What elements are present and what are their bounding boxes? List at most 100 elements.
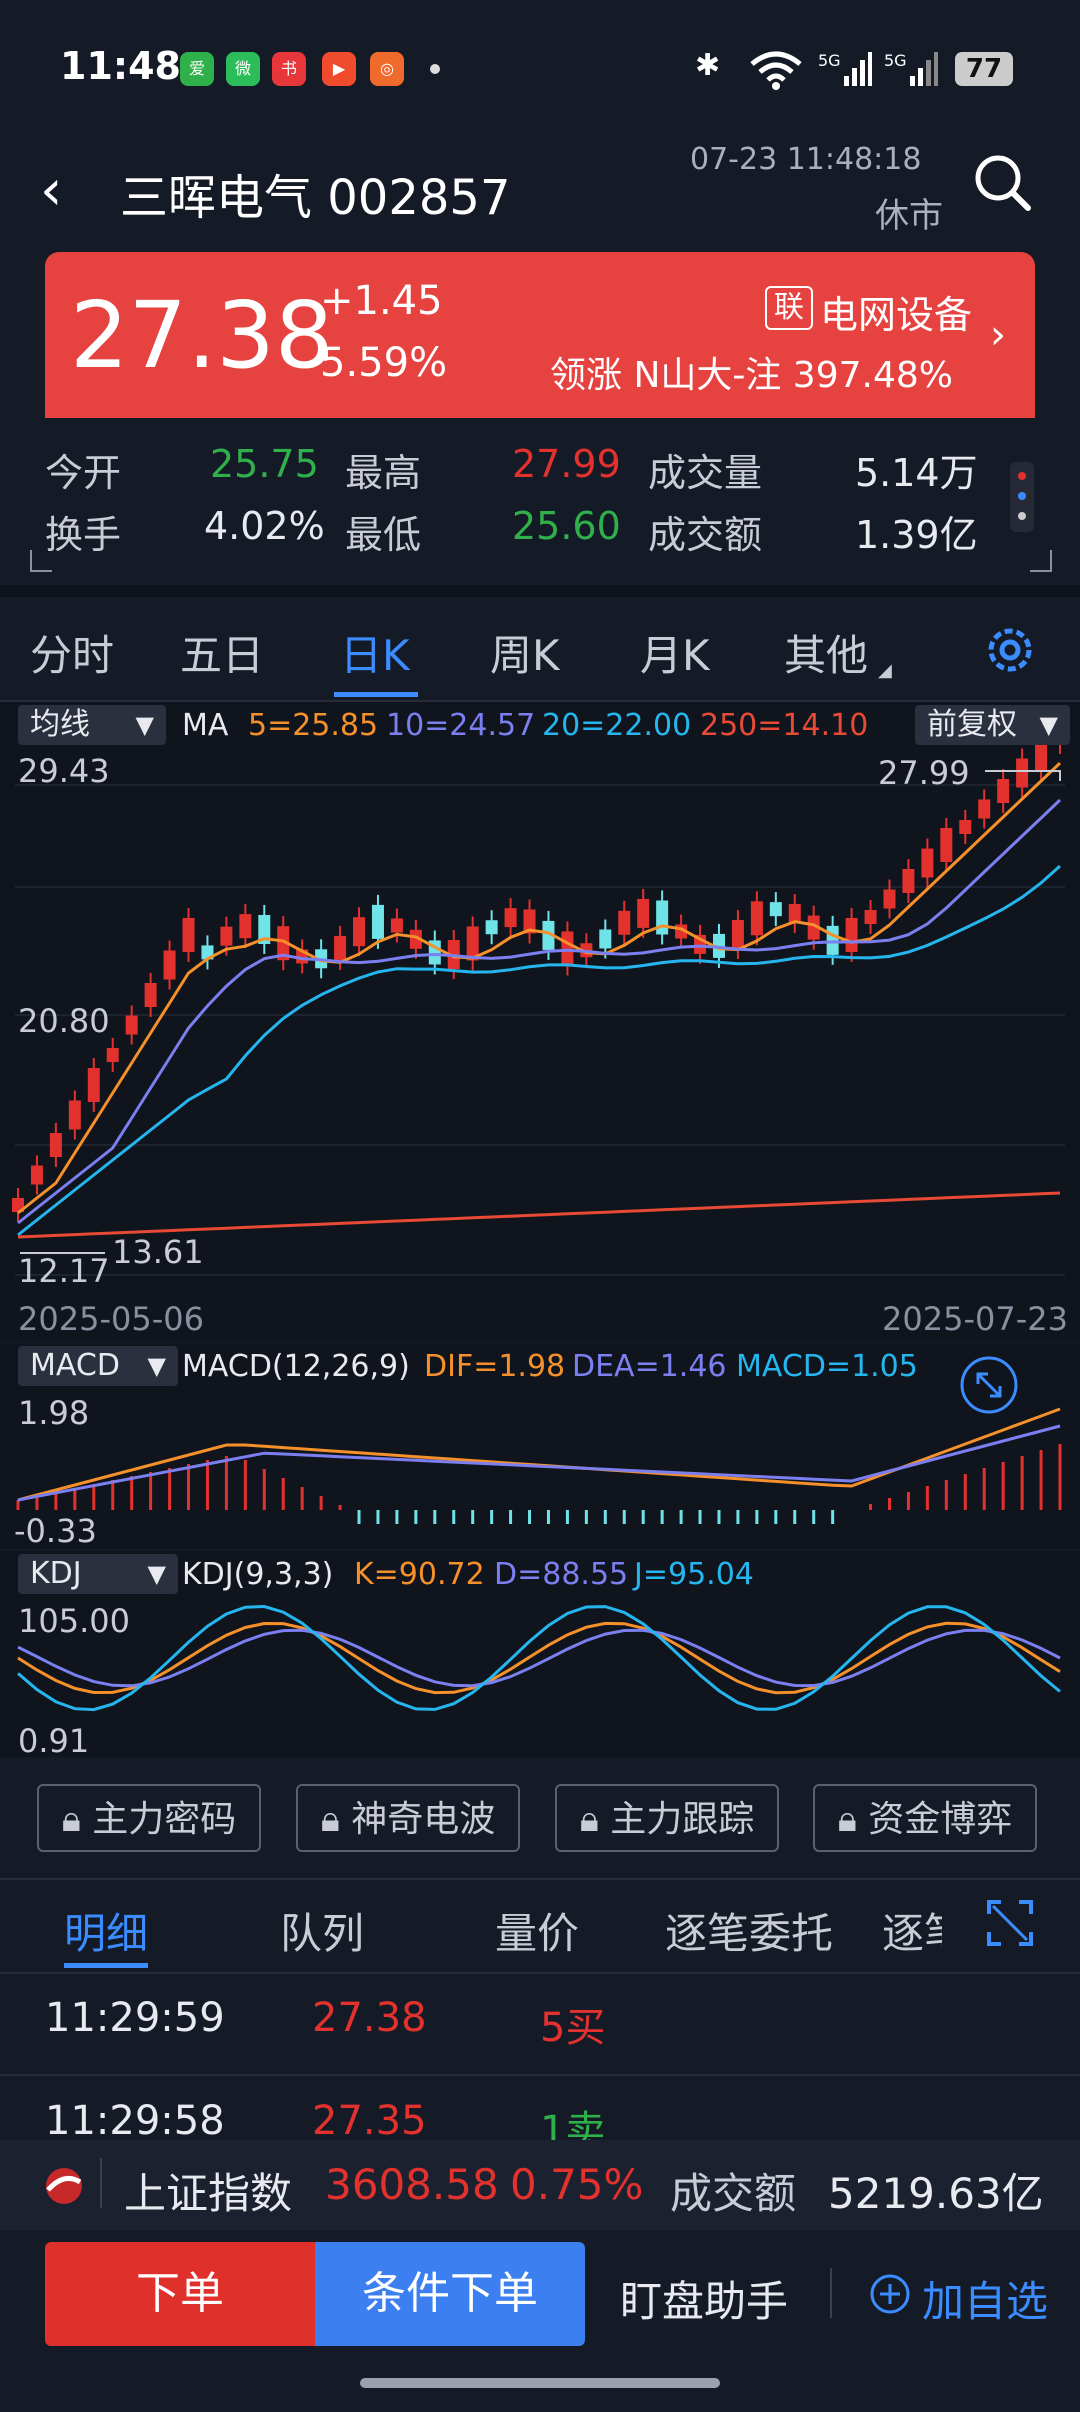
conditional-order-button[interactable]: 条件下单 bbox=[315, 2242, 585, 2346]
lock-icon: 🔒︎ bbox=[579, 1799, 599, 1840]
expand-icon[interactable] bbox=[985, 1898, 1035, 1948]
tab-daily-k[interactable]: 日K bbox=[340, 631, 410, 680]
candle-body bbox=[845, 918, 858, 952]
tab-detail[interactable]: 明细 bbox=[64, 1909, 149, 1958]
gear-icon[interactable] bbox=[980, 620, 1040, 680]
chevron-right-icon[interactable]: › bbox=[990, 312, 1006, 358]
tab-intraday[interactable]: 分时 bbox=[30, 631, 115, 680]
feature-button-capital-game[interactable]: 🔒︎ 资金博弈 bbox=[813, 1784, 1037, 1852]
tab-queue[interactable]: 队列 bbox=[280, 1909, 365, 1958]
wifi-icon bbox=[750, 51, 802, 90]
index-change-pct: 0.75% bbox=[510, 2160, 644, 2209]
section-separator bbox=[0, 585, 1080, 597]
search-icon[interactable] bbox=[970, 150, 1034, 214]
index-name: 上证指数 bbox=[124, 2169, 293, 2218]
candle-body bbox=[940, 828, 953, 862]
macd-bar bbox=[35, 1496, 39, 1510]
macd-bar bbox=[641, 1510, 645, 1524]
macd-chart[interactable] bbox=[0, 1390, 1080, 1550]
indicator-dropdown-ma[interactable]: 均线 ▼ bbox=[18, 705, 166, 745]
add-favorite-button[interactable]: 加自选 bbox=[922, 2277, 1049, 2326]
trade-time: 11:29:58 bbox=[45, 2098, 225, 2140]
macd-bar bbox=[452, 1510, 456, 1524]
active-tab-indicator bbox=[334, 692, 418, 697]
macd-value: MACD=1.05 bbox=[736, 1349, 918, 1384]
feature-button-magic-wave[interactable]: 🔒︎ 神奇电波 bbox=[296, 1784, 520, 1852]
status-time: 11:48 bbox=[60, 44, 181, 88]
kline-y-bottom: 12.17 bbox=[18, 1252, 110, 1290]
candle-body bbox=[30, 1165, 43, 1185]
candle-body bbox=[656, 900, 669, 935]
index-ticker-bar[interactable]: 上证指数 3608.58 0.75% 成交额 5219.63亿 bbox=[0, 2140, 1080, 2230]
ma250-value: 250=14.10 bbox=[700, 708, 869, 743]
feature-button-main-password[interactable]: 🔒︎ 主力密码 bbox=[37, 1784, 261, 1852]
macd-bar bbox=[1039, 1450, 1043, 1510]
tab-order-by-order[interactable]: 逐笔委托 bbox=[665, 1909, 834, 1958]
ma20-value: 20=22.00 bbox=[542, 708, 692, 743]
macd-bar bbox=[414, 1510, 418, 1524]
sector-leader[interactable]: 领涨 N山大-注 397.48% bbox=[550, 355, 953, 396]
feature-button-main-tracking[interactable]: 🔒︎ 主力跟踪 bbox=[555, 1784, 779, 1852]
indicator-dropdown-macd[interactable]: MACD ▼ bbox=[18, 1346, 178, 1386]
macd-bar bbox=[92, 1484, 96, 1510]
more-options-icon[interactable] bbox=[1010, 462, 1034, 532]
macd-indicator-label: MACD bbox=[30, 1348, 120, 1383]
candle-body bbox=[466, 926, 479, 961]
current-price: 27.38 bbox=[70, 282, 334, 389]
stat-value-turnover-rate: 4.02% bbox=[204, 504, 325, 548]
tab-five-day[interactable]: 五日 bbox=[180, 631, 265, 680]
trade-volume: 1卖 bbox=[540, 2108, 606, 2140]
kline-y-mid: 20.80 bbox=[18, 1002, 110, 1040]
kline-date-end: 2025-07-23 bbox=[882, 1300, 1068, 1338]
adjust-label: 前复权 bbox=[927, 707, 1017, 742]
candle-body bbox=[504, 908, 517, 928]
macd-bar bbox=[338, 1505, 342, 1510]
macd-dif: DIF=1.98 bbox=[424, 1349, 566, 1384]
macd-bar bbox=[168, 1468, 172, 1510]
signal-5g-icon: 5G bbox=[818, 51, 872, 86]
trade-row: 11:29:59 27.38 5买 bbox=[0, 1975, 1080, 2073]
candle-body bbox=[106, 1048, 119, 1062]
macd-bar bbox=[774, 1510, 778, 1524]
candle-body bbox=[144, 983, 157, 1007]
candle-body bbox=[902, 869, 915, 893]
tab-weekly-k[interactable]: 周K bbox=[490, 631, 560, 680]
add-circle-icon[interactable] bbox=[868, 2272, 912, 2316]
macd-panel[interactable] bbox=[0, 1343, 1080, 1549]
tab-trade-by-trade[interactable]: 逐笔 bbox=[882, 1909, 942, 1958]
divider bbox=[830, 2268, 832, 2318]
tab-monthly-k[interactable]: 月K bbox=[640, 631, 710, 680]
macd-bar bbox=[205, 1460, 209, 1510]
kline-low-marker: 13.61 bbox=[112, 1233, 204, 1271]
order-button[interactable]: 下单 bbox=[45, 2242, 315, 2346]
home-indicator[interactable] bbox=[360, 2378, 720, 2388]
macd-bar bbox=[376, 1510, 380, 1524]
stock-title: 三晖电气 002857 bbox=[120, 170, 511, 226]
kdj-chart[interactable] bbox=[0, 1598, 1080, 1758]
fullscreen-toggle-icon[interactable] bbox=[958, 1354, 1020, 1416]
macd-y-top: 1.98 bbox=[18, 1394, 90, 1432]
macd-bar bbox=[16, 1500, 20, 1510]
tab-other[interactable]: 其他 bbox=[784, 631, 869, 680]
macd-bar bbox=[603, 1510, 607, 1524]
macd-bar bbox=[963, 1474, 967, 1510]
back-icon[interactable]: ‹ bbox=[40, 158, 63, 223]
macd-bar bbox=[660, 1510, 664, 1524]
lock-icon: 🔒︎ bbox=[837, 1799, 857, 1840]
adjust-dropdown[interactable]: 前复权 ▼ bbox=[915, 705, 1070, 745]
indicator-dropdown-kdj[interactable]: KDJ ▼ bbox=[18, 1554, 178, 1594]
candle-body bbox=[788, 903, 801, 923]
macd-bar bbox=[736, 1510, 740, 1524]
kline-chart[interactable] bbox=[0, 745, 1080, 1285]
kline-panel[interactable] bbox=[0, 702, 1080, 1342]
candle-body bbox=[12, 1198, 24, 1212]
tab-volume-price[interactable]: 量价 bbox=[495, 1909, 580, 1958]
watch-assistant-button[interactable]: 盯盘助手 bbox=[620, 2277, 789, 2326]
macd-bar bbox=[224, 1456, 228, 1510]
chevron-down-icon: ▼ bbox=[147, 1560, 166, 1588]
trade-price: 27.38 bbox=[312, 1995, 427, 2041]
price-card bbox=[45, 252, 1035, 418]
candle-body bbox=[826, 925, 839, 955]
sector-name[interactable]: 电网设备 bbox=[820, 293, 973, 337]
candle-body bbox=[997, 779, 1010, 803]
